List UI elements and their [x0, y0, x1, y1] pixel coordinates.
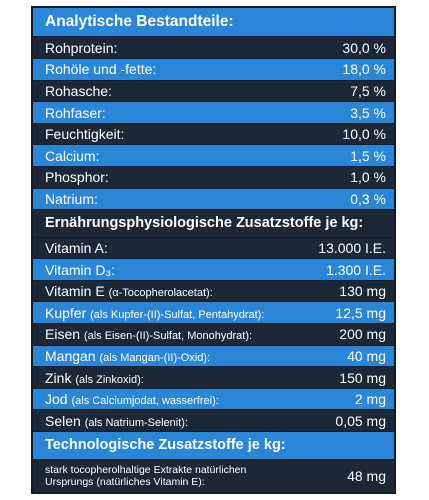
row-label: Vitamin E: [45, 283, 105, 300]
row-label: Vitamin A:: [45, 239, 108, 256]
table-row: Vitamin D₃: 1.300 I.E.: [33, 259, 394, 280]
row-value: 18,0 %: [342, 61, 386, 78]
table-row: Rohprotein: 30,0 %: [33, 37, 394, 59]
row-label-cell: Kupfer (als Kupfer-(II)-Sulfat, Pentahyd…: [45, 305, 264, 321]
row-label-cell: Phosphor:: [45, 169, 109, 185]
row-value: 7,5 %: [350, 82, 386, 99]
table-row: Vitamin A: 13.000 I.E.: [33, 237, 394, 259]
row-label-cell: Rohasche:: [45, 83, 112, 99]
row-label-cell: Calcium:: [45, 148, 99, 164]
row-label-cell: Vitamin D₃:: [45, 262, 115, 278]
section-title: Technologische Zusatzstoffe je kg:: [45, 437, 286, 454]
table-row: Rohöle und -fette: 18,0 %: [33, 59, 394, 80]
row-label: stark tocopherolhaltige Extrakte natürli…: [45, 463, 247, 488]
row-label: Rohfaser:: [45, 104, 106, 121]
row-label-cell: Feuchtigkeit:: [45, 126, 124, 142]
row-label: Phosphor:: [45, 169, 109, 186]
row-label: Rohasche:: [45, 82, 112, 99]
row-label-cell: Vitamin A:: [45, 240, 108, 256]
row-note: (als Eisen-(II)-Sulfat, Monohydrat):: [83, 330, 253, 343]
row-note: (als Natrium-Selenit):: [84, 416, 189, 429]
row-label: Natrium:: [45, 190, 98, 207]
row-value: 0,3 %: [350, 190, 386, 207]
row-value: 3,5 %: [350, 104, 386, 121]
row-value: 1,0 %: [350, 169, 386, 186]
row-label: Mangan: [45, 347, 96, 364]
row-label-cell: Selen (als Natrium-Selenit):: [45, 413, 188, 429]
row-label: Calcium:: [45, 147, 100, 164]
row-value: 12,5 mg: [335, 304, 386, 321]
section-header: Technologische Zusatzstoffe je kg:: [33, 432, 394, 459]
row-label-cell: Rohfaser:: [45, 105, 106, 121]
table-row: Rohfaser: 3,5 %: [33, 102, 394, 123]
row-label-cell: Rohöle und -fette:: [45, 61, 156, 77]
row-label-cell: Jod (als Calciumjodat, wasserfrei):: [45, 391, 219, 407]
row-value: 40 mg: [347, 347, 386, 364]
table-row: Phosphor: 1,0 %: [33, 167, 394, 188]
row-label-cell: Eisen (als Eisen-(II)-Sulfat, Monohydrat…: [45, 326, 252, 342]
row-note: (als Kupfer-(II)-Sulfat, Pentahydrat):: [90, 308, 265, 321]
table-row: Jod (als Calciumjodat, wasserfrei): 2 mg: [33, 388, 394, 410]
row-note: (als Mangan-(II)-Oxid):: [99, 351, 211, 364]
row-value: 30,0 %: [342, 39, 386, 56]
row-label-cell: Vitamin E (α-Tocopherolacetat):: [45, 283, 213, 299]
table-row: Feuchtigkeit: 10,0 %: [33, 123, 394, 145]
row-label-cell: Natrium:: [45, 191, 98, 207]
nutrition-table: Analytische Bestandteile: Rohprotein: 30,0…: [31, 6, 396, 494]
row-label: Kupfer: [45, 304, 87, 321]
table-row: stark tocopherolhaltige Extrakte natürli…: [33, 459, 394, 492]
row-note: (als Zinkoxid):: [75, 373, 144, 386]
table-row: Selen (als Natrium-Selenit): 0,05 mg: [33, 410, 394, 432]
row-label-cell: Rohprotein:: [45, 40, 117, 56]
row-label: Zink: [45, 369, 72, 386]
row-value: 1.300 I.E.: [326, 261, 386, 278]
row-label: Rohöle und -fette:: [45, 61, 157, 78]
row-label-cell: stark tocopherolhaltige Extrakte natürli…: [45, 464, 280, 488]
row-note: (α-Tocopherolacetat):: [108, 287, 213, 300]
row-note: (als Calciumjodat, wasserfrei):: [71, 395, 219, 408]
section-header: Analytische Bestandteile:: [33, 8, 394, 37]
section-title: Ernährungsphysiologische Zusatzstoffe je…: [45, 215, 364, 232]
row-label: Feuchtigkeit:: [45, 126, 125, 143]
row-label: Vitamin D₃:: [45, 261, 116, 278]
row-label: Selen: [45, 412, 81, 429]
row-label-cell: Zink (als Zinkoxid):: [45, 370, 144, 386]
section-header: Ernährungsphysiologische Zusatzstoffe je…: [33, 210, 394, 237]
table-row: Rohasche: 7,5 %: [33, 80, 394, 102]
table-row: Zink (als Zinkoxid): 150 mg: [33, 367, 394, 388]
row-label: Jod: [45, 391, 68, 408]
table-row: Mangan (als Mangan-(II)-Oxid): 40 mg: [33, 345, 394, 367]
row-value: 130 mg: [339, 283, 386, 300]
row-value: 1,5 %: [350, 147, 386, 164]
table-row: Kupfer (als Kupfer-(II)-Sulfat, Pentahyd…: [33, 302, 394, 324]
row-value: 13.000 I.E.: [318, 239, 386, 256]
section-title: Analytische Bestandteile:: [45, 13, 234, 31]
row-label-cell: Mangan (als Mangan-(II)-Oxid):: [45, 348, 210, 364]
table-row: Natrium: 0,3 %: [33, 188, 394, 210]
row-label: Rohprotein:: [45, 39, 118, 56]
row-value: 2 mg: [354, 391, 386, 408]
table-row: Vitamin E (α-Tocopherolacetat): 130 mg: [33, 280, 394, 302]
row-value: 200 mg: [339, 326, 386, 343]
row-value: 0,05 mg: [335, 412, 386, 429]
row-label: Eisen: [45, 326, 81, 343]
table-row: Calcium: 1,5 %: [33, 145, 394, 167]
row-value: 150 mg: [339, 369, 386, 386]
row-value: 10,0 %: [342, 126, 386, 143]
row-value: 48 mg: [347, 467, 386, 484]
table-row: Eisen (als Eisen-(II)-Sulfat, Monohydrat…: [33, 324, 394, 345]
